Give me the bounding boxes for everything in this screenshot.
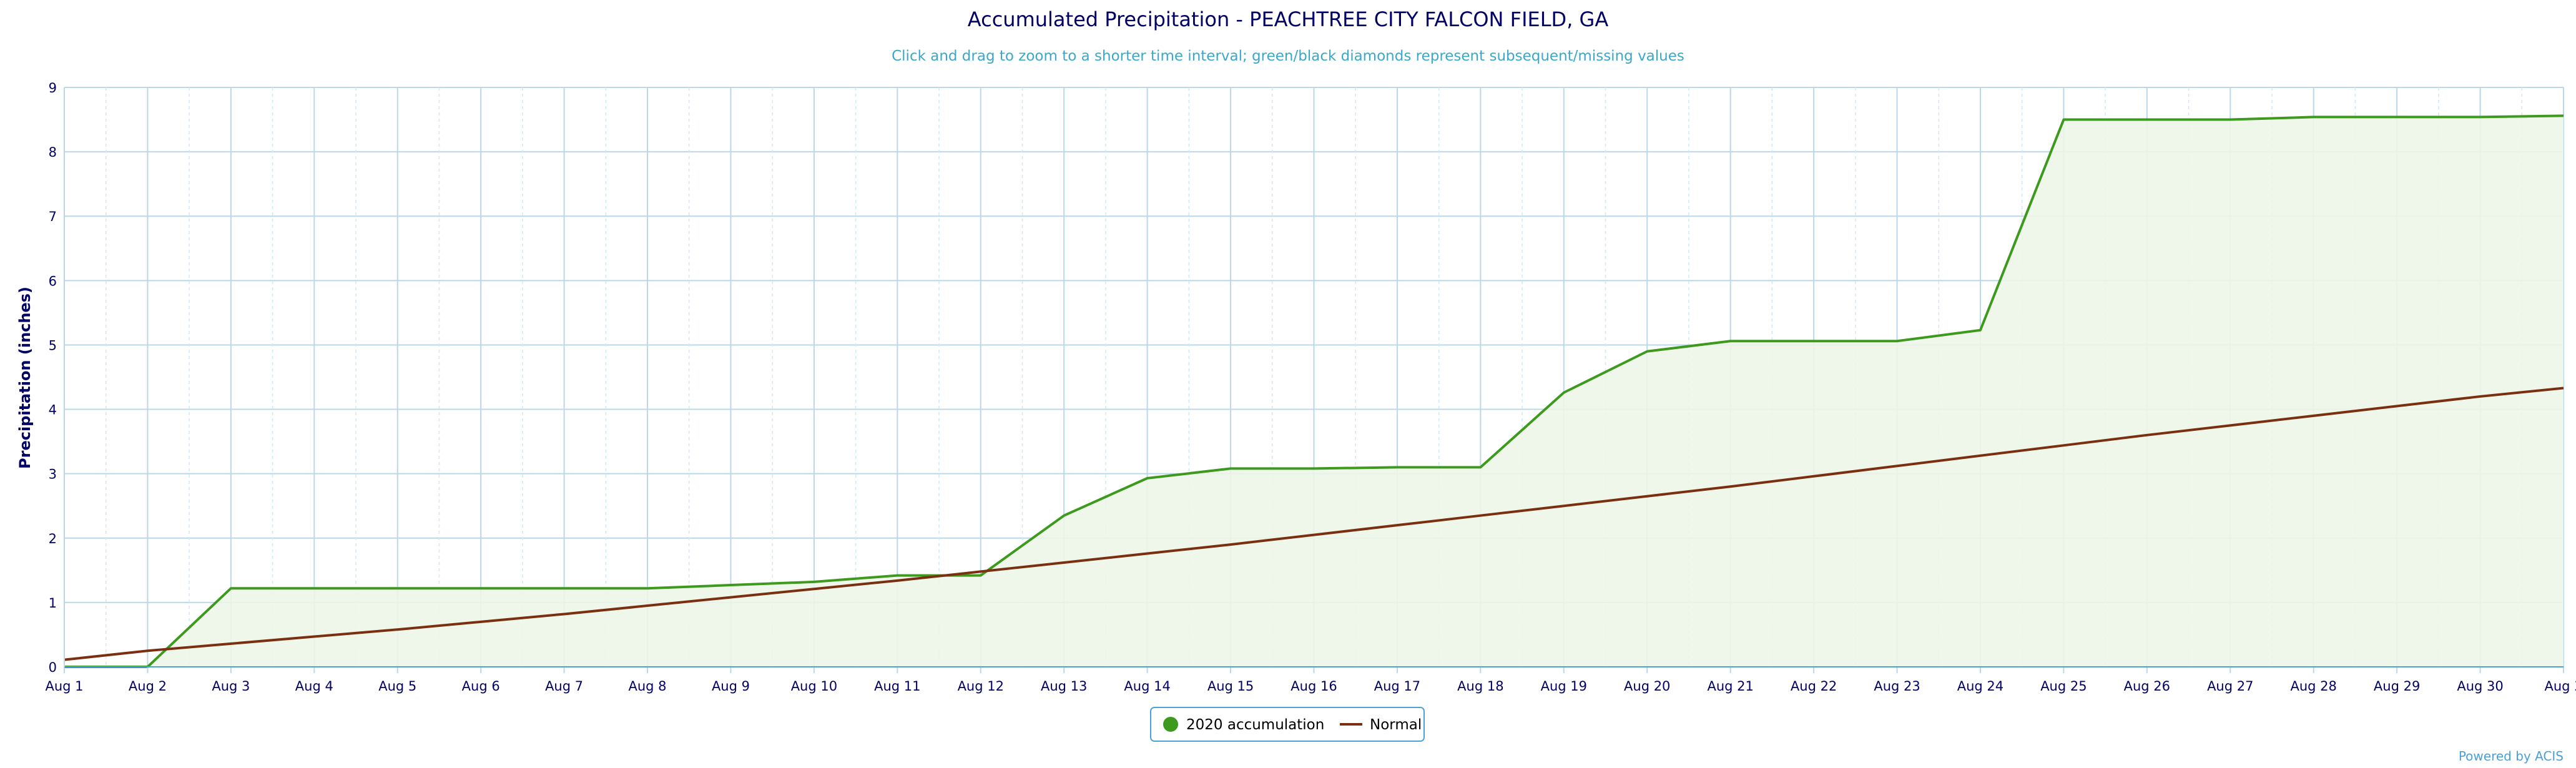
x-tick-label: Aug 25	[2040, 679, 2087, 694]
y-tick-label: 9	[49, 81, 57, 96]
x-tick-label: Aug 7	[545, 679, 583, 694]
legend-item-2020-accumulation[interactable]: 2020 accumulation	[1163, 717, 1324, 733]
x-tick-label: Aug 8	[629, 679, 667, 694]
y-tick-label: 6	[49, 273, 57, 288]
legend-label-2020-accumulation: 2020 accumulation	[1186, 717, 1324, 733]
y-tick-label: 1	[49, 596, 57, 611]
x-tick-label: Aug 11	[874, 679, 920, 694]
x-tick-label: Aug 14	[1124, 679, 1170, 694]
x-tick-label: Aug 5	[378, 679, 416, 694]
x-tick-label: Aug 29	[2374, 679, 2420, 694]
x-tick-label: Aug 30	[2457, 679, 2503, 694]
x-tick-label: Aug 1	[45, 679, 83, 694]
x-tick-label: Aug 3	[212, 679, 250, 694]
x-tick-label: Aug 21	[1707, 679, 1753, 694]
x-tick-label: Aug 13	[1041, 679, 1087, 694]
acis-credit-link[interactable]: Powered by ACIS	[2459, 749, 2564, 764]
x-tick-label: Aug 26	[2124, 679, 2170, 694]
y-tick-label: 4	[49, 403, 57, 418]
legend-marker-2020-accumulation	[1163, 717, 1178, 732]
x-tick-label: Aug 17	[1374, 679, 1420, 694]
x-tick-label: Aug 10	[791, 679, 837, 694]
x-tick-label: Aug 16	[1290, 679, 1337, 694]
x-tick-label: Aug 12	[958, 679, 1004, 694]
x-tick-label: Aug 22	[1791, 679, 1837, 694]
y-tick-label: 2	[49, 531, 57, 546]
x-tick-label: Aug 6	[462, 679, 500, 694]
y-tick-label: 5	[49, 338, 57, 353]
y-tick-label: 0	[49, 660, 57, 675]
x-tick-label: Aug 27	[2207, 679, 2253, 694]
x-tick-label: Aug 28	[2290, 679, 2336, 694]
x-tick-label: Aug 4	[295, 679, 333, 694]
x-tick-label: Aug 3	[2544, 679, 2576, 694]
y-tick-label: 3	[49, 467, 57, 482]
y-tick-label: 7	[49, 209, 57, 224]
x-tick-label: Aug 2	[129, 679, 167, 694]
x-tick-label: Aug 15	[1207, 679, 1254, 694]
x-tick-label: Aug 9	[712, 679, 750, 694]
y-axis-label: Precipitation (inches)	[16, 287, 34, 469]
y-tick-label: 8	[49, 145, 57, 160]
x-tick-label: Aug 18	[1457, 679, 1503, 694]
chart-subtitle: Click and drag to zoom to a shorter time…	[892, 48, 1684, 64]
legend-label-normal: Normal	[1370, 717, 1422, 733]
x-tick-label: Aug 19	[1541, 679, 1587, 694]
legend: 2020 accumulation Normal	[1151, 707, 1424, 741]
x-tick-label: Aug 23	[1874, 679, 1920, 694]
chart-title: Accumulated Precipitation - PEACHTREE CI…	[968, 7, 1609, 31]
x-tick-label: Aug 24	[1957, 679, 2003, 694]
x-tick-label: Aug 20	[1624, 679, 1670, 694]
